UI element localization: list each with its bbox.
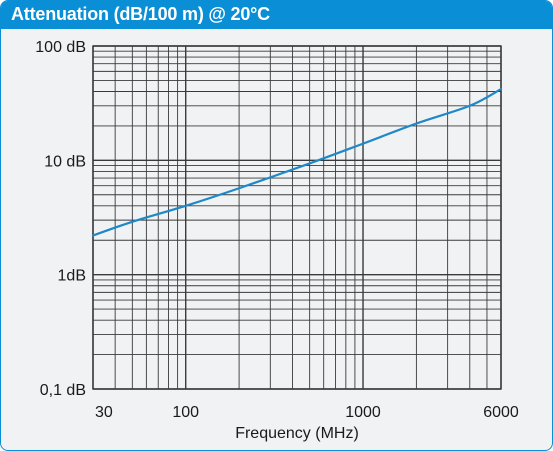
chart-header: Attenuation (dB/100 m) @ 20°C (1, 1, 552, 29)
x-tick-label: 30 (95, 404, 113, 421)
x-tick-label: 100 (172, 404, 199, 421)
x-tick-label: 1000 (345, 404, 381, 421)
y-tick-label: 0,1 dB (40, 382, 86, 399)
chart-title: Attenuation (dB/100 m) @ 20°C (11, 4, 270, 24)
y-tick-label: 100 dB (35, 39, 86, 56)
x-tick-label: 6000 (483, 404, 519, 421)
series-layer (91, 87, 503, 237)
y-tick-labels: 100 dB 10 dB 1dB 0,1 dB (35, 39, 86, 399)
y-tick-label: 1dB (58, 268, 86, 285)
plot-border (92, 45, 502, 390)
grid-minor (93, 46, 501, 389)
grid-major (92, 45, 502, 390)
y-tick-label: 10 dB (44, 153, 86, 170)
series-line-attenuation (91, 87, 503, 237)
x-axis-label: Frequency (MHz) (235, 425, 359, 442)
x-tick-labels: 30 100 1000 6000 (95, 404, 519, 421)
